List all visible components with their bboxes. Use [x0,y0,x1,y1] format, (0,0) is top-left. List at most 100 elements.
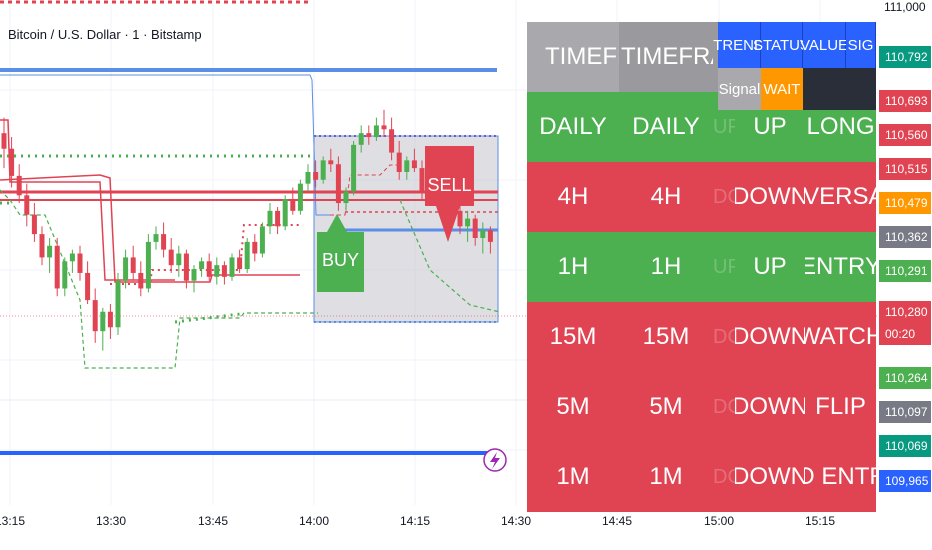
candle-body [419,168,425,192]
candle-body [404,160,410,172]
candle-body [275,210,281,227]
candle-body [457,210,463,227]
mini-signal-label: Signal [718,68,761,110]
mini-header-trend: TREND [713,22,765,68]
price-label: 110,264 [879,367,931,389]
candle-body [115,280,121,328]
symbol-title[interactable]: Bitcoin / U.S. Dollar · 1 · Bitstamp [8,27,202,42]
candle-body [100,311,106,332]
candle-body [244,241,250,270]
sell-label: SELL [427,174,472,195]
time-tick-label: 13:45 [197,514,229,528]
candle-body [267,210,273,227]
signal-cell: ENTRY [805,232,876,302]
table-header-timeframe: TIMEFRAME [527,22,619,92]
price-label: 110,291 [879,260,931,282]
timeframe-cell-2: 1H [619,232,713,302]
price-label: 110,069 [879,435,931,457]
trend-cell: DOWN [735,302,805,372]
timeframe-cell-2: 5M [619,372,713,442]
candle-body [335,164,341,204]
candle-body [130,257,136,273]
candle-body [168,249,174,266]
time-tick-label: 14:00 [298,514,330,528]
candle-body [221,265,227,277]
candle-body [389,129,395,153]
candle-body [161,234,167,250]
candles [1,109,493,351]
candle-body [69,253,75,262]
time-tick-label: 14:45 [601,514,633,528]
candle-body [290,199,296,211]
candle-body [465,218,471,227]
candle-body [107,311,113,328]
mini-header-status: STATUS [753,22,810,68]
price-label: 110,515 [879,158,931,180]
candle-body [77,253,83,273]
timeframe-cell: 4H [527,162,619,232]
time-tick-label: 13:15 [0,514,26,528]
candle-body [328,160,334,165]
time-tick-label: 13:30 [95,514,127,528]
candle-body [472,218,478,238]
candle-body [487,230,493,242]
candle-body [123,257,129,281]
trend-cell: DOWN [735,372,805,442]
candle-body [214,265,220,277]
buy-marker [317,214,364,292]
timeframe-cell: 1H [527,232,619,302]
candle-body [16,175,22,196]
timeframe-cell-2: 15M [619,302,713,372]
faded-trend-cell: DOWN [713,372,735,442]
candle-body [480,230,486,238]
price-label: 110,280 [879,301,931,323]
candle-body [411,160,417,169]
price-label: 110,693 [879,90,931,112]
candle-body [373,125,379,138]
candle-body [85,272,91,301]
time-tick-label: 14:15 [399,514,431,528]
mini-empty-1 [803,68,846,110]
sell-marker [425,146,474,242]
price-label: 110,792 [879,46,931,68]
faded-trend-cell: DOWN [713,162,735,232]
signal-mini-table: TREND STATUS VALUE SIG Signal WAIT [713,22,876,110]
candle-body [297,183,303,211]
trend-cell: UP [735,232,805,302]
price-label: 110,479 [879,192,931,214]
time-tick-label: 14:30 [500,514,532,528]
candle-body [176,253,182,266]
timeframe-cell-2: 4H [619,162,713,232]
candle-body [259,226,265,254]
green-dashed-step [0,189,318,369]
candle-body [9,148,15,176]
signal-cell: REVERSAL? [805,162,876,232]
candle-body [366,133,372,138]
candle-body [305,172,311,184]
candle-body [183,253,189,281]
candle-body [62,261,68,289]
trend-cell: DOWN [735,442,805,512]
faded-trend-cell: DOWN [713,302,735,372]
timeframe-cell: 15M [527,302,619,372]
signal-cell: NO ENTRY [805,442,876,512]
candle-body [229,257,235,277]
price-label: 110,362 [879,226,931,248]
timeframe-cell-2: 1M [619,442,713,512]
candle-body [1,133,7,149]
mini-header-value: VALUE [800,22,848,68]
candle-body [237,257,243,270]
timeframe-cell: 1M [527,442,619,512]
timeframe-cell-2: DAILY [619,92,713,162]
price-label: 110,097 [879,401,931,423]
mini-signal-value: WAIT [761,68,803,110]
candle-body [92,300,98,332]
timeframe-cell: DAILY [527,92,619,162]
trend-cell: DOWN [735,162,805,232]
candle-body [343,191,349,204]
candle-body [39,234,45,258]
candle-body [54,245,60,289]
candle-body [381,125,387,130]
mini-header-sig: SIG [846,22,876,68]
candle-body [138,272,144,289]
